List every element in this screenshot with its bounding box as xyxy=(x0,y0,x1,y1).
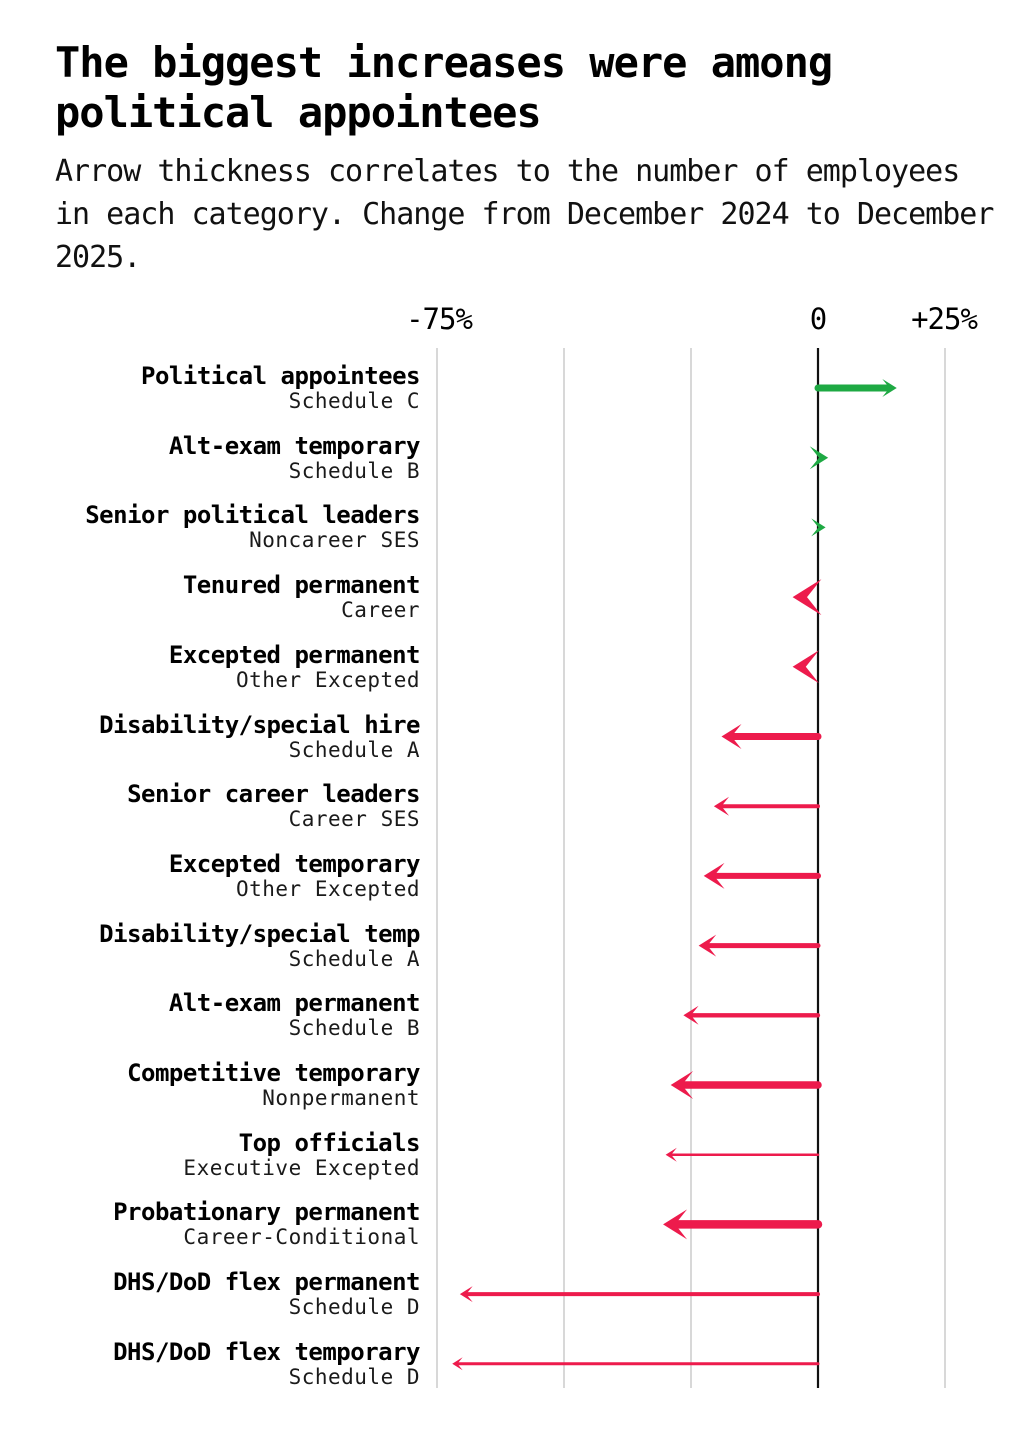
arrow-head-left xyxy=(683,1005,699,1025)
arrow-head-left xyxy=(721,724,742,749)
category-name: Probationary permanent xyxy=(113,1198,420,1226)
category-label: Alt-exam temporary Schedule B xyxy=(0,432,421,483)
category-name: Alt-exam temporary xyxy=(168,432,421,460)
category-name: Disability/special temp xyxy=(99,920,420,948)
plot-area xyxy=(436,348,946,1388)
category-subname: Other Excepted xyxy=(235,668,420,692)
category-subname: Noncareer SES xyxy=(249,528,420,552)
category-subname: Schedule D xyxy=(288,1365,420,1389)
category-subname: Schedule C xyxy=(288,389,420,413)
category-label: Excepted temporary Other Excepted xyxy=(0,850,421,901)
category-subname: Other Excepted xyxy=(235,877,420,901)
chart-title: The biggest increases were among politic… xyxy=(55,38,833,137)
category-subname: Executive Excepted xyxy=(183,1156,420,1180)
category-subname: Schedule A xyxy=(288,947,420,971)
arrow-head-left xyxy=(703,862,725,889)
category-name: Competitive temporary xyxy=(127,1059,420,1087)
category-subname: Career xyxy=(341,598,420,622)
category-label: DHS/DoD flex temporary Schedule D xyxy=(0,1339,420,1389)
category-subname: Nonpermanent xyxy=(262,1086,420,1110)
category-label: Top officials Executive Excepted xyxy=(0,1130,420,1180)
category-name: Disability/special hire xyxy=(99,711,420,739)
category-label: Alt-exam permanent Schedule B xyxy=(0,989,421,1040)
arrow-head-left xyxy=(670,1071,694,1099)
category-name: Excepted temporary xyxy=(168,850,421,878)
category-name: Senior career leaders xyxy=(127,780,420,808)
category-label: DHS/DoD flex permanent Schedule D xyxy=(0,1269,420,1319)
category-label: Political appointees Schedule C xyxy=(0,363,420,413)
category-name: Political appointees xyxy=(141,362,420,390)
category-name: Excepted permanent xyxy=(168,641,421,669)
category-name: Alt-exam permanent xyxy=(168,989,421,1017)
category-subname: Career SES xyxy=(288,807,420,831)
category-label: Senior career leaders Career SES xyxy=(0,781,420,831)
category-subname: Schedule A xyxy=(288,738,420,762)
arrow-head-right xyxy=(809,446,829,470)
arrow-head-left xyxy=(792,650,819,684)
category-name: DHS/DoD flex temporary xyxy=(113,1338,420,1366)
arrow-head-left xyxy=(663,1209,688,1240)
category-label: Tenured permanent Career xyxy=(0,571,421,622)
axis-tick-zero: 0 xyxy=(809,302,827,336)
category-name: Senior political leaders xyxy=(85,501,420,529)
arrow-head-left xyxy=(792,579,822,616)
category-name: DHS/DoD flex permanent xyxy=(113,1268,420,1296)
axis-tick-neg75: -75% xyxy=(406,302,473,336)
category-subname: Career-Conditional xyxy=(183,1225,420,1249)
category-label: Senior political leaders Noncareer SES xyxy=(0,502,420,552)
category-label: Disability/special temp Schedule A xyxy=(0,921,420,971)
category-label: Disability/special hire Schedule A xyxy=(0,712,420,762)
arrow-chart: -75% 0 +25% Political appointees Schedule… xyxy=(0,300,1024,1410)
category-subname: Schedule D xyxy=(288,1295,420,1319)
arrow-head-right xyxy=(882,379,897,397)
arrow-head-left xyxy=(452,1357,463,1371)
arrow-head-left xyxy=(459,1286,473,1303)
category-subname: Schedule B xyxy=(288,1016,420,1040)
chart-subtitle: Arrow thickness correlates to the number… xyxy=(55,154,994,275)
arrow-head-right xyxy=(811,518,826,537)
axis-tick-pos25: +25% xyxy=(911,302,978,336)
arrow-head-left xyxy=(713,796,730,816)
category-subname: Schedule B xyxy=(288,459,420,483)
category-label: Probationary permanent Career-Conditional xyxy=(0,1199,420,1249)
arrow-head-left xyxy=(665,1147,677,1162)
category-name: Tenured permanent xyxy=(182,571,421,599)
arrow-head-left xyxy=(698,934,717,957)
category-label: Competitive temporary Nonpermanent xyxy=(0,1060,420,1110)
category-name: Top officials xyxy=(238,1129,421,1157)
category-label: Excepted permanent Other Excepted xyxy=(0,641,421,692)
